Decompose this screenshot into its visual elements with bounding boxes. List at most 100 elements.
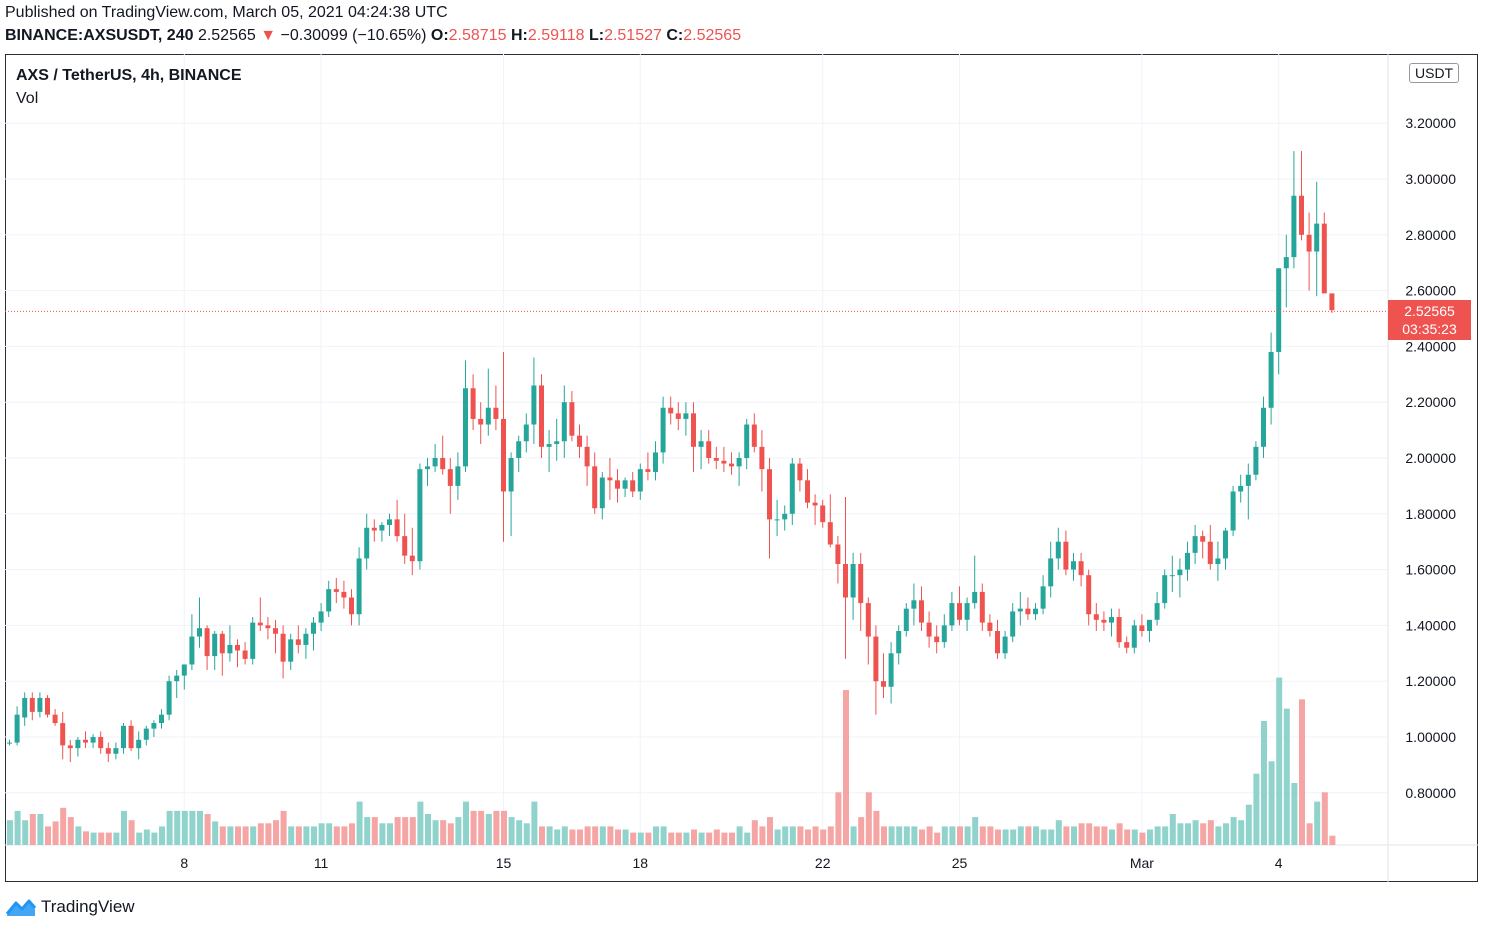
candle-body[interactable] xyxy=(949,603,955,626)
candle-body[interactable] xyxy=(311,622,316,634)
candle-body[interactable] xyxy=(501,418,506,492)
candle-body[interactable] xyxy=(1230,491,1236,531)
candle-body[interactable] xyxy=(7,742,12,744)
candle-body[interactable] xyxy=(926,622,932,637)
candle-body[interactable] xyxy=(387,519,392,525)
candle-body[interactable] xyxy=(67,745,73,749)
legend-volume[interactable]: Vol xyxy=(16,90,39,107)
candle-body[interactable] xyxy=(1299,195,1304,235)
candle-body[interactable] xyxy=(995,630,1000,654)
candle-body[interactable] xyxy=(75,739,81,749)
candle-body[interactable] xyxy=(873,636,879,682)
candle-body[interactable] xyxy=(295,639,301,645)
candle-body[interactable] xyxy=(265,625,271,629)
candle-body[interactable] xyxy=(303,633,309,645)
candle-body[interactable] xyxy=(972,591,978,604)
candle-body[interactable] xyxy=(668,407,674,414)
candle-body[interactable] xyxy=(1101,619,1107,623)
candle-body[interactable] xyxy=(941,625,947,643)
currency-unit-button[interactable]: USDT xyxy=(1409,63,1460,83)
candle-body[interactable] xyxy=(463,388,468,467)
candle-body[interactable] xyxy=(827,522,833,545)
candle-body[interactable] xyxy=(478,418,484,425)
candle-body[interactable] xyxy=(1321,223,1327,294)
candle-body[interactable] xyxy=(1329,293,1335,311)
candle-body[interactable] xyxy=(919,600,924,623)
candle-body[interactable] xyxy=(805,480,810,503)
candle-body[interactable] xyxy=(242,650,248,659)
legend-title[interactable]: AXS / TetherUS, 4h, BINANCE xyxy=(16,67,242,84)
candle-body[interactable] xyxy=(1116,617,1122,643)
candle-body[interactable] xyxy=(22,697,28,718)
candle-body[interactable] xyxy=(470,388,476,419)
candle-body[interactable] xyxy=(729,463,734,467)
candle-body[interactable] xyxy=(1253,446,1259,475)
candle-body[interactable] xyxy=(121,725,126,749)
candle-body[interactable] xyxy=(1109,617,1114,623)
candle-body[interactable] xyxy=(964,603,970,620)
candle-body[interactable] xyxy=(204,628,210,657)
candle-body[interactable] xyxy=(1291,195,1297,258)
candle-body[interactable] xyxy=(584,446,590,467)
candle-body[interactable] xyxy=(136,739,142,749)
candle-body[interactable] xyxy=(273,628,278,634)
candle-body[interactable] xyxy=(615,480,620,489)
candle-body[interactable] xyxy=(1124,642,1130,648)
candle-body[interactable] xyxy=(531,385,537,425)
candle-body[interactable] xyxy=(957,603,962,620)
candle-body[interactable] xyxy=(493,407,499,419)
candle-body[interactable] xyxy=(52,714,58,724)
candle-body[interactable] xyxy=(333,589,339,592)
candle-body[interactable] xyxy=(637,469,643,492)
candle-body[interactable] xyxy=(425,466,430,470)
candle-body[interactable] xyxy=(561,402,567,442)
candle-body[interactable] xyxy=(1200,536,1206,542)
candle-body[interactable] xyxy=(318,611,324,623)
candle-body[interactable] xyxy=(432,458,438,467)
candle-body[interactable] xyxy=(455,466,461,486)
candle-body[interactable] xyxy=(402,536,408,556)
candle-body[interactable] xyxy=(1154,603,1160,620)
candle-body[interactable] xyxy=(1002,636,1008,654)
candle-body[interactable] xyxy=(288,639,294,662)
candle-body[interactable] xyxy=(1207,541,1213,565)
candle-body[interactable] xyxy=(858,564,864,604)
candle-body[interactable] xyxy=(843,564,848,598)
candle-body[interactable] xyxy=(721,460,727,464)
candle-body[interactable] xyxy=(379,524,385,531)
candle-body[interactable] xyxy=(1063,541,1069,570)
candle-body[interactable] xyxy=(782,513,788,520)
candle-body[interactable] xyxy=(212,633,218,657)
candle-body[interactable] xyxy=(751,424,757,447)
candle-body[interactable] xyxy=(409,555,415,562)
candle-body[interactable] xyxy=(987,622,993,631)
candle-body[interactable] xyxy=(835,544,841,565)
candle-body[interactable] xyxy=(235,644,240,651)
candle-body[interactable] xyxy=(356,558,362,615)
candle-body[interactable] xyxy=(1147,619,1152,631)
candle-body[interactable] xyxy=(881,681,886,687)
candle-body[interactable] xyxy=(630,480,636,492)
candle-body[interactable] xyxy=(394,519,400,537)
candle-body[interactable] xyxy=(1071,561,1076,570)
candle-body[interactable] xyxy=(744,424,750,458)
candle-body[interactable] xyxy=(1033,608,1038,615)
candle-body[interactable] xyxy=(181,664,187,676)
candle-body[interactable] xyxy=(250,622,256,659)
candle-body[interactable] xyxy=(903,608,909,631)
candle-body[interactable] xyxy=(683,413,689,419)
candle-body[interactable] xyxy=(645,469,651,472)
candle-body[interactable] xyxy=(508,458,514,492)
candle-body[interactable] xyxy=(865,603,871,637)
candle-body[interactable] xyxy=(1245,474,1251,486)
candle-body[interactable] xyxy=(1048,558,1054,587)
candle-body[interactable] xyxy=(569,402,575,436)
candle-body[interactable] xyxy=(364,527,370,559)
candle-body[interactable] xyxy=(151,723,157,729)
candle-body[interactable] xyxy=(1040,586,1046,609)
candle-body[interactable] xyxy=(812,502,818,506)
candle-body[interactable] xyxy=(1055,541,1061,559)
candle-body[interactable] xyxy=(37,697,43,712)
candle-body[interactable] xyxy=(98,737,104,749)
candle-body[interactable] xyxy=(599,477,605,509)
